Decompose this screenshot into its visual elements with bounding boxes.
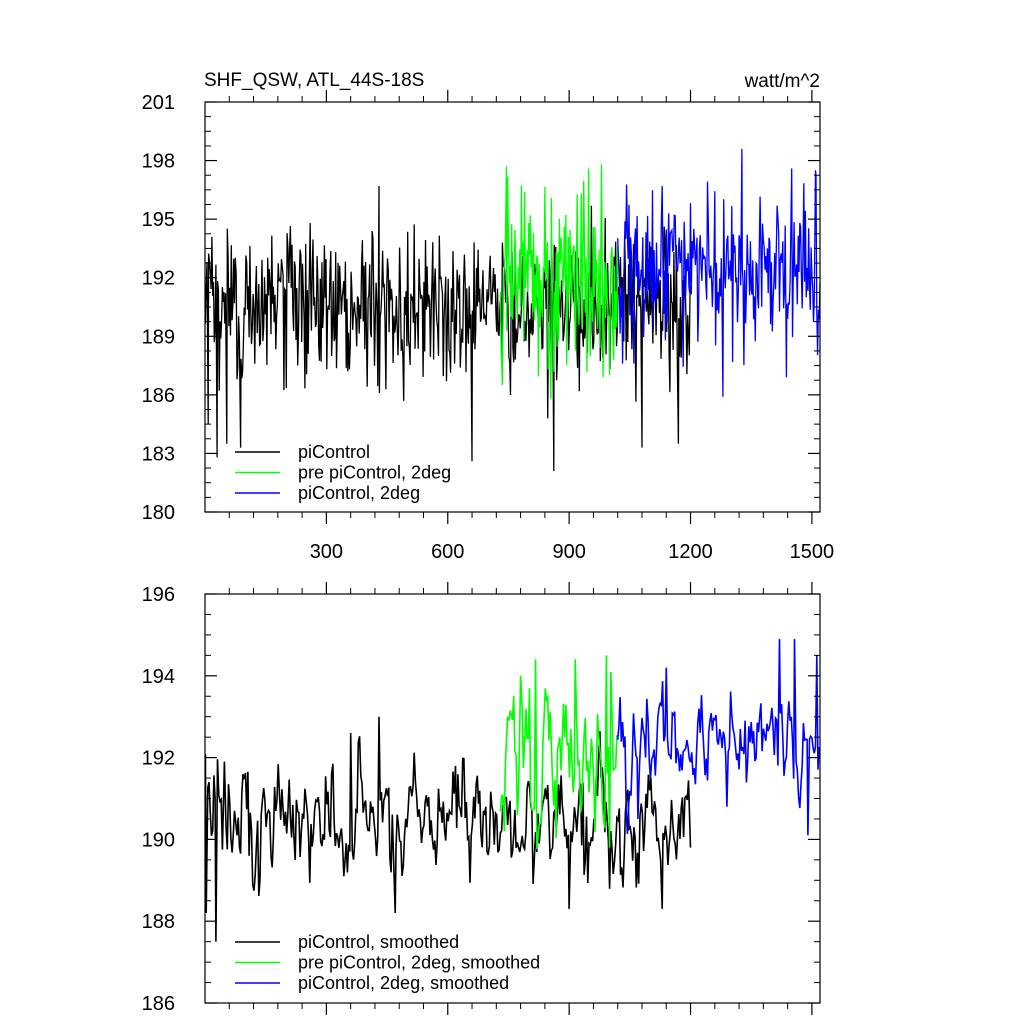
top-x-tick-label: 900 [552, 541, 585, 563]
top-series-line-3 [617, 148, 821, 397]
top-y-tick-label: 189 [142, 326, 175, 348]
bot-legend-label-1: piControl, smoothed [298, 932, 459, 952]
top-x-tick-label: 300 [310, 541, 343, 563]
top-y-tick-label: 180 [142, 502, 175, 524]
top-x-tick-label: 1500 [790, 541, 835, 563]
bot-y-tick-label: 190 [142, 829, 175, 851]
top-series-line-2 [499, 164, 619, 399]
top-x-tick-label: 600 [431, 541, 464, 563]
top-legend-label-1: piControl [298, 442, 370, 462]
top-units: watt/m^2 [744, 71, 820, 92]
bottom-axes: 186 188 190 192 194 196 [142, 582, 821, 1015]
top-y-tick-label: 195 [142, 209, 175, 231]
top-axes: 180 183 186 189 192 195 198 201 300 600 900 1200 150… [142, 90, 835, 563]
bot-y-tick-label: 194 [142, 666, 175, 688]
bot-legend-label-3: piControl, 2deg, smoothed [298, 973, 509, 993]
bot-legend-label-2: pre piControl, 2deg, smoothed [298, 953, 540, 973]
bot-series-line-1 [204, 716, 692, 942]
top-y-tick-label: 192 [142, 268, 175, 290]
bot-y-tick-label: 186 [142, 993, 175, 1015]
top-y-tick-label: 183 [142, 443, 175, 465]
top-title: SHF_QSW, ATL_44S-18S [204, 70, 424, 91]
top-y-tick-label: 186 [142, 385, 175, 407]
top-x-tick-label: 1200 [668, 541, 713, 563]
bot-series-line-2 [499, 655, 618, 850]
top-legend-label-2: pre piControl, 2deg [298, 463, 451, 483]
bot-series-line-3 [616, 638, 820, 836]
bottom-series-group [204, 638, 820, 942]
bot-y-tick-label: 196 [142, 584, 175, 606]
bot-y-tick-label: 192 [142, 748, 175, 770]
top-y-tick-label: 201 [142, 92, 175, 114]
top-series-line-1 [204, 185, 691, 472]
top-y-tick-label: 198 [142, 151, 175, 173]
top-series-group [204, 148, 821, 472]
bot-y-tick-label: 188 [142, 911, 175, 933]
top-legend-label-3: piControl, 2deg [298, 483, 420, 503]
